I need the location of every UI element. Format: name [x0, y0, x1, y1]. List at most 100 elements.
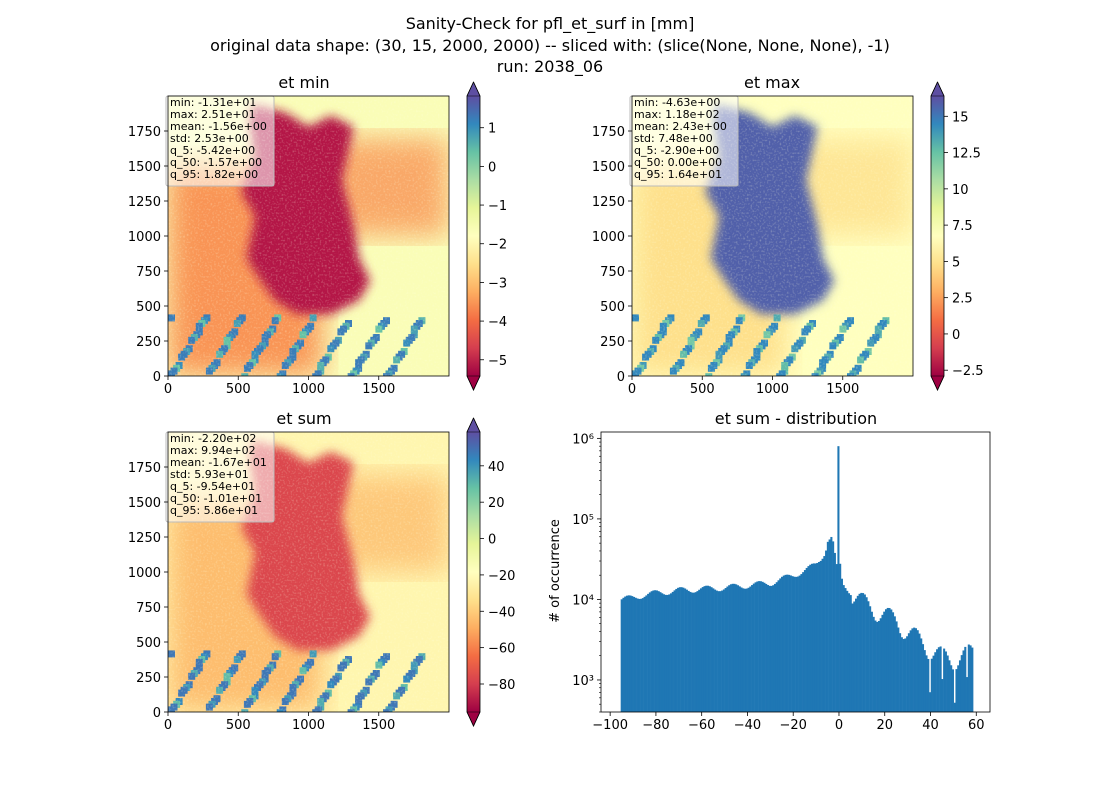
- histogram-bar: [874, 620, 877, 712]
- histogram-bar: [969, 645, 972, 712]
- y-tick-label: 250: [600, 335, 625, 350]
- histogram-bar: [655, 590, 658, 712]
- histogram-bar: [788, 574, 791, 712]
- histogram-bar: [855, 598, 858, 712]
- histogram-bar: [807, 566, 810, 712]
- histogram-bar: [773, 583, 777, 712]
- colorbar-tick-label: −60: [488, 642, 515, 657]
- histogram-bar: [884, 609, 888, 712]
- histogram-bar: [899, 633, 902, 712]
- panel-title: et min: [278, 73, 329, 92]
- histogram-bar: [865, 597, 868, 712]
- histogram-bar: [821, 558, 824, 712]
- histogram-bar: [680, 587, 683, 712]
- histogram-bar: [736, 585, 740, 712]
- histogram-bar: [722, 589, 725, 712]
- histogram-bar: [770, 585, 773, 712]
- histogram-bar: [675, 588, 678, 712]
- histogram-bar: [754, 582, 757, 712]
- histogram-bar: [823, 556, 826, 712]
- suptitle-line-2: original data shape: (30, 15, 2000, 2000…: [210, 36, 890, 55]
- x-tick-label: 500: [226, 382, 251, 397]
- y-axis-label: # of occurrence: [548, 519, 563, 623]
- colorbar-gradient: [467, 96, 480, 376]
- histogram-bar: [756, 581, 759, 712]
- histogram-bar: [751, 585, 754, 712]
- x-tick-label: 1000: [292, 382, 325, 397]
- histogram-bar: [740, 587, 743, 712]
- x-tick-label: 500: [690, 382, 715, 397]
- histogram-bar: [791, 576, 794, 712]
- histogram-bar: [670, 593, 673, 712]
- x-tick-label: 40: [922, 718, 939, 733]
- x-tick-label: 1500: [826, 382, 859, 397]
- stats-line: mean: -1.56e+00: [170, 120, 267, 133]
- suptitle-line-3: run: 2038_06: [497, 57, 603, 77]
- histogram-bar: [714, 589, 717, 712]
- x-tick-label: 0: [164, 382, 172, 397]
- histogram-bar: [779, 578, 782, 712]
- histogram-bar: [689, 591, 692, 712]
- histogram-bar: [936, 649, 939, 712]
- y-tick-label: 1000: [128, 230, 161, 245]
- y-tick-label: 250: [136, 671, 161, 686]
- histogram-bar: [742, 588, 745, 712]
- histogram-bar: [810, 563, 814, 712]
- histogram-bar: [729, 584, 732, 712]
- histogram-bar: [967, 644, 970, 712]
- colorbar-outline: [466, 417, 481, 727]
- histogram-bar: [902, 639, 905, 712]
- colorbar-extend-min: [466, 375, 481, 391]
- colorbar-tick-label: −1: [488, 199, 507, 214]
- histogram-bar: [863, 594, 866, 712]
- x-tick-label: 1500: [362, 718, 395, 733]
- histogram-bar: [971, 647, 974, 712]
- y-tick-label: 1500: [592, 160, 625, 175]
- histogram-bar: [825, 550, 828, 712]
- histogram-bar: [625, 595, 629, 712]
- histogram-bar: [930, 658, 933, 712]
- histogram-bar: [914, 628, 917, 712]
- y-tick-label: 0: [153, 370, 161, 385]
- histogram-bar: [671, 591, 674, 712]
- histogram-bar: [717, 591, 720, 712]
- histogram-bar: [955, 669, 958, 712]
- histogram-bar: [948, 660, 951, 712]
- colorbar-extend-max: [930, 81, 945, 97]
- x-tick-label: 1500: [362, 382, 395, 397]
- histogram-bar: [803, 570, 806, 712]
- colorbar: −80 −60 −40 −20 0 20 40: [466, 417, 515, 727]
- histogram-bar: [662, 594, 666, 712]
- panel-title: et sum: [276, 409, 331, 428]
- histogram-bar: [761, 581, 764, 712]
- y-tick-label: 1500: [128, 160, 161, 175]
- histogram-bar: [786, 574, 789, 712]
- colorbar-extend-min: [466, 711, 481, 727]
- histogram-bar: [745, 588, 748, 712]
- histogram-bar: [939, 646, 942, 712]
- histogram-bar: [957, 665, 960, 712]
- stats-line: q_95: 5.86e+01: [170, 504, 258, 517]
- stats-line: q_5: -2.90e+00: [634, 144, 719, 157]
- heatmap-axes: 0 500 1000 1500 0 250 500 750 1000 1250 1500 1750: [128, 95, 450, 397]
- histogram-bar: [830, 536, 833, 712]
- x-tick-label: −60: [688, 718, 715, 733]
- histogram-bar: [909, 630, 912, 712]
- histogram-bar: [627, 595, 630, 712]
- y-tick-label: 10⁵: [572, 513, 594, 528]
- histogram-bar: [860, 592, 863, 712]
- histogram-bar: [795, 576, 798, 712]
- histogram-bar: [802, 572, 805, 712]
- y-tick-label: 0: [153, 706, 161, 721]
- colorbar-tick-label: 0: [952, 328, 960, 343]
- y-tick-label: 500: [136, 636, 161, 651]
- histogram-bar: [624, 596, 627, 712]
- histogram-bar: [777, 580, 780, 712]
- histogram-bar: [705, 585, 708, 712]
- histogram-bar: [701, 587, 704, 712]
- y-tick-label: 1750: [592, 125, 625, 140]
- heatmap-axes: 0 500 1000 1500 0 250 500 750 1000 1250 1500 1750: [128, 431, 450, 733]
- histogram-bar: [673, 590, 676, 712]
- histogram-bar: [633, 596, 636, 712]
